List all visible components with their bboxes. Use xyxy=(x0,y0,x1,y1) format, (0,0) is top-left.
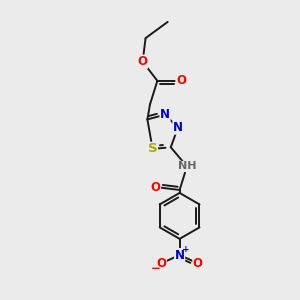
Text: O: O xyxy=(193,257,203,270)
Text: +: + xyxy=(182,245,189,254)
Text: S: S xyxy=(148,142,158,155)
Text: NH: NH xyxy=(178,161,196,171)
Text: N: N xyxy=(160,108,170,121)
Text: −: − xyxy=(151,262,160,275)
Text: O: O xyxy=(151,181,160,194)
Text: O: O xyxy=(156,257,167,270)
Text: O: O xyxy=(176,74,186,87)
Text: N: N xyxy=(175,249,184,262)
Text: O: O xyxy=(138,55,148,68)
Text: N: N xyxy=(173,121,183,134)
